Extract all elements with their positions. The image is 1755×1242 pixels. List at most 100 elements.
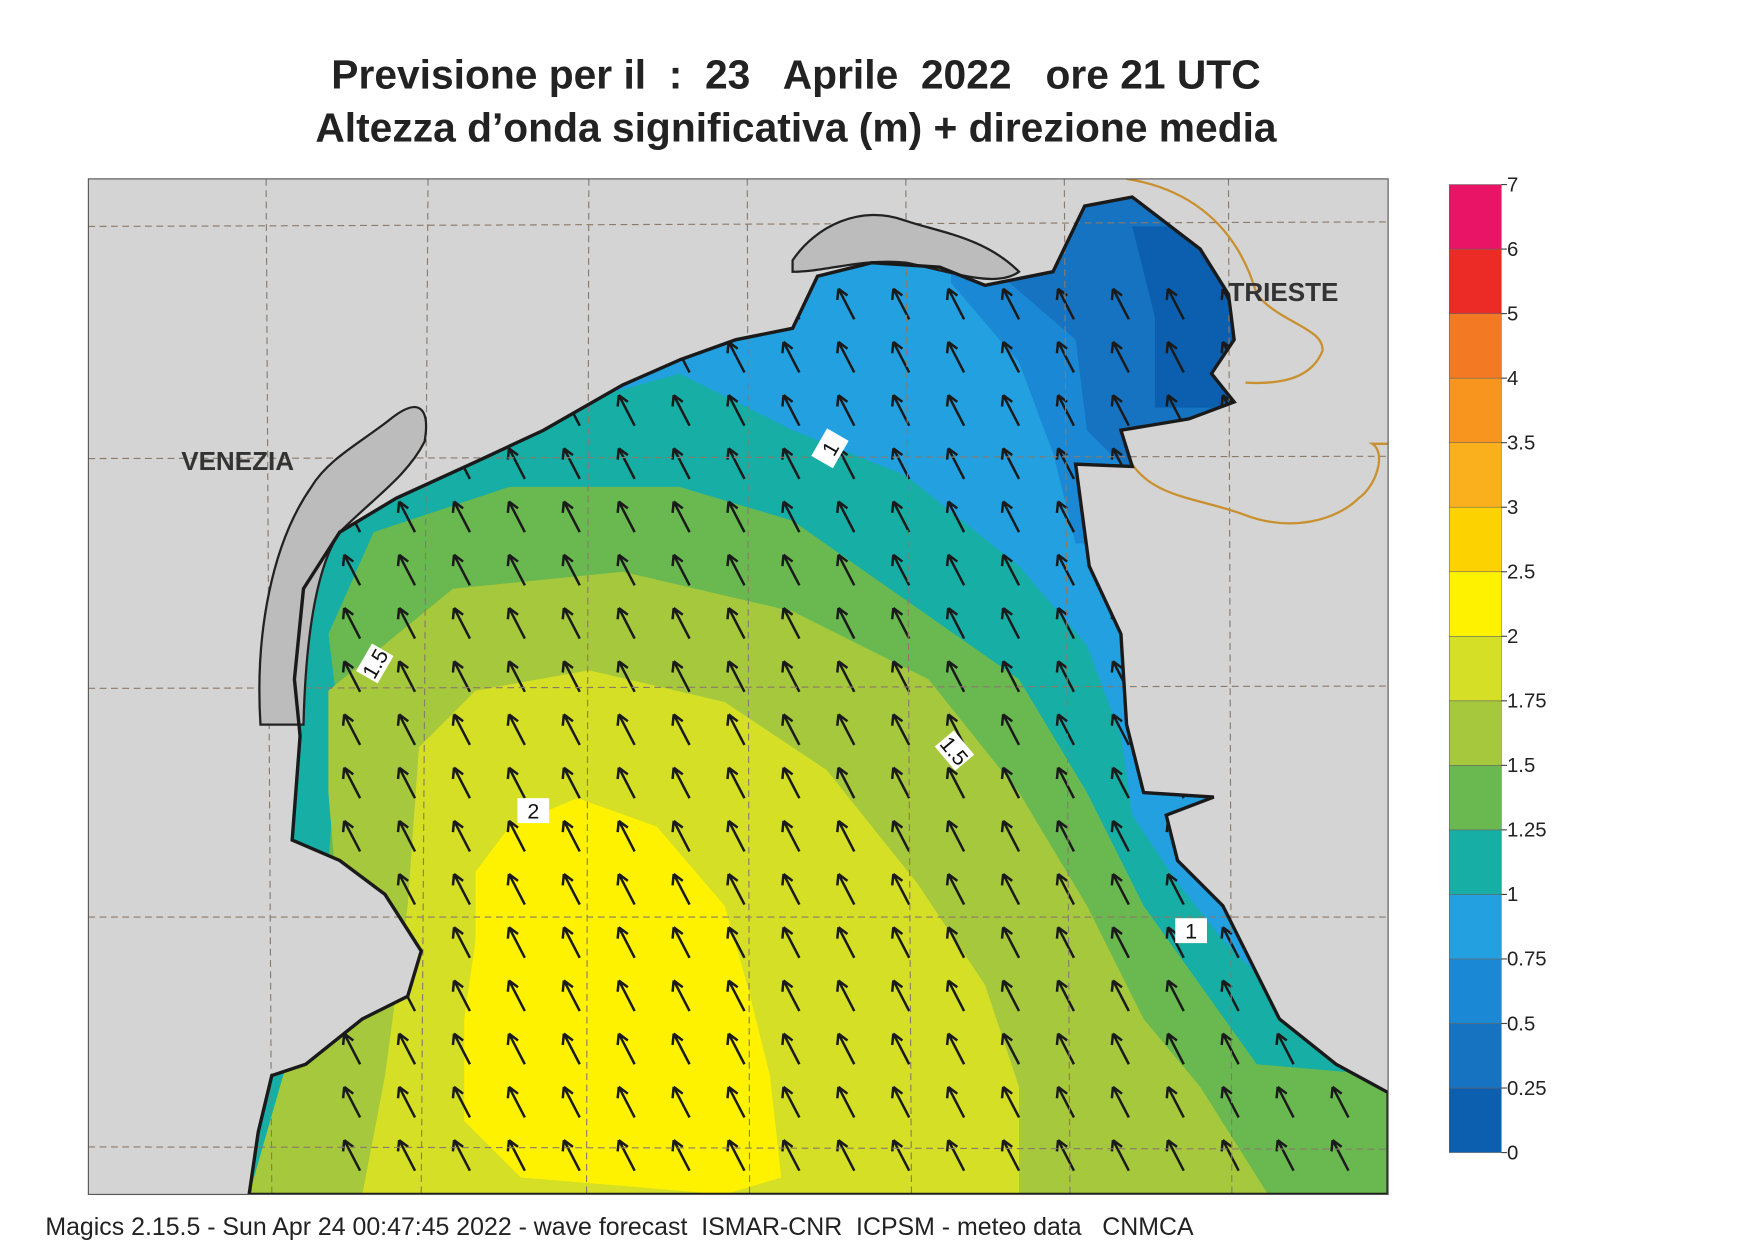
colorbar-label: 0.75 <box>1507 949 1547 971</box>
wave-arrow <box>396 1139 417 1172</box>
wave-arrow <box>890 766 911 799</box>
wave-arrow <box>451 979 472 1012</box>
wave-arrow <box>1220 1085 1240 1119</box>
colorbar-label: 6 <box>1507 239 1518 261</box>
wave-arrow <box>341 713 362 746</box>
wave-arrow <box>396 766 417 799</box>
wave-arrow <box>616 1139 636 1172</box>
wave-arrow <box>945 447 966 480</box>
wave-arrow <box>561 873 581 906</box>
wave-arrow <box>506 1139 526 1172</box>
wave-arrow <box>1000 447 1021 480</box>
wave-arrow <box>1055 713 1076 746</box>
wave-arrow <box>506 979 526 1012</box>
wave-arrow <box>341 660 362 693</box>
wave-arrow <box>561 713 581 746</box>
wave-arrow <box>506 1085 526 1119</box>
wave-arrow <box>451 1085 472 1119</box>
wave-arrow <box>726 660 746 693</box>
wave-arrow <box>945 766 966 799</box>
wave-arrow <box>945 500 966 533</box>
wave-arrow <box>616 660 636 693</box>
wave-arrow <box>781 394 801 427</box>
wave-arrow <box>781 819 801 852</box>
colorbar-label: 0.5 <box>1507 1013 1535 1035</box>
wave-arrow <box>945 606 966 640</box>
wave-arrow <box>561 660 581 693</box>
wave-arrow <box>506 713 526 746</box>
contour-label: 1 <box>811 428 849 469</box>
wave-arrow <box>1000 606 1021 640</box>
wave-arrow <box>1165 1032 1185 1065</box>
colorbar-band <box>1448 1087 1502 1153</box>
wave-arrow <box>671 606 691 640</box>
wave-arrow <box>781 926 801 959</box>
wave-arrow <box>726 1139 746 1172</box>
colorbar-band <box>1448 442 1502 508</box>
wave-arrow <box>506 500 526 533</box>
wave-arrow <box>781 553 801 586</box>
wave-arrow <box>1165 340 1185 374</box>
wave-arrow <box>451 660 472 693</box>
colorbar-label: 4 <box>1507 368 1518 390</box>
wave-arrow <box>451 766 472 799</box>
wave-arrow <box>1165 1085 1185 1119</box>
wave-arrow <box>1055 1085 1076 1119</box>
wave-arrow <box>396 660 417 693</box>
wave-arrow <box>506 1032 526 1065</box>
wave-arrow <box>671 979 691 1012</box>
wave-arrow <box>1055 606 1076 640</box>
footer: Magics 2.15.5 - Sun Apr 24 00:47:45 2022… <box>45 1213 1194 1241</box>
wave-arrow <box>781 606 801 640</box>
wave-arrow <box>1110 1032 1130 1065</box>
wave-arrow <box>451 606 472 640</box>
colorbar-label: 3 <box>1507 497 1518 519</box>
wave-arrow <box>396 873 417 906</box>
label-box <box>934 730 975 771</box>
wave-arrow <box>451 553 472 586</box>
wave-arrow <box>561 500 581 533</box>
wave-arrow <box>1000 1139 1021 1172</box>
label-box <box>517 798 550 824</box>
wave-arrow <box>396 553 417 586</box>
wave-arrow <box>671 660 691 693</box>
wave-arrow <box>561 819 581 852</box>
wave-arrow <box>1000 713 1021 746</box>
wave-arrow <box>671 1032 691 1065</box>
wave-arrow <box>451 926 472 959</box>
colorbar-band <box>1448 894 1502 960</box>
wave-band <box>464 798 782 1195</box>
label-box <box>356 643 394 684</box>
wave-arrow <box>451 873 472 906</box>
wave-arrow <box>1110 713 1130 746</box>
wave-arrow <box>1330 1139 1350 1172</box>
wave-arrow <box>1000 553 1021 586</box>
wave-arrow <box>726 819 746 852</box>
wave-arrow <box>1000 766 1021 799</box>
wave-arrow <box>890 287 911 320</box>
colorbar-band <box>1448 248 1502 314</box>
wave-arrow <box>616 1032 636 1065</box>
wave-arrow <box>836 553 856 586</box>
colorbar-band <box>1448 184 1502 250</box>
colorbar-band <box>1448 1023 1502 1089</box>
wave-arrow <box>836 713 856 746</box>
contour-label: 2 <box>517 798 550 824</box>
wave-arrow <box>781 1032 801 1065</box>
wave-arrow <box>726 766 746 799</box>
wave-arrow <box>506 606 526 640</box>
wave-arrow <box>945 340 966 374</box>
wave-arrow <box>671 1139 691 1172</box>
wave-arrow <box>781 713 801 746</box>
wave-arrow <box>561 979 581 1012</box>
wave-arrow <box>616 553 636 586</box>
wave-arrow <box>836 287 856 320</box>
wave-arrow <box>616 819 636 852</box>
label-box <box>811 428 849 469</box>
graticule <box>88 178 1389 1195</box>
wave-arrow <box>726 926 746 959</box>
colorbar: 0 0.25 0.5 0.75 1 1.25 1.5 1.75 2 2.5 3 3.5 4 5 6 7 <box>1448 174 1547 1164</box>
wave-arrow <box>890 340 911 374</box>
wave-arrow <box>945 1085 966 1119</box>
wave-arrow <box>836 500 856 533</box>
